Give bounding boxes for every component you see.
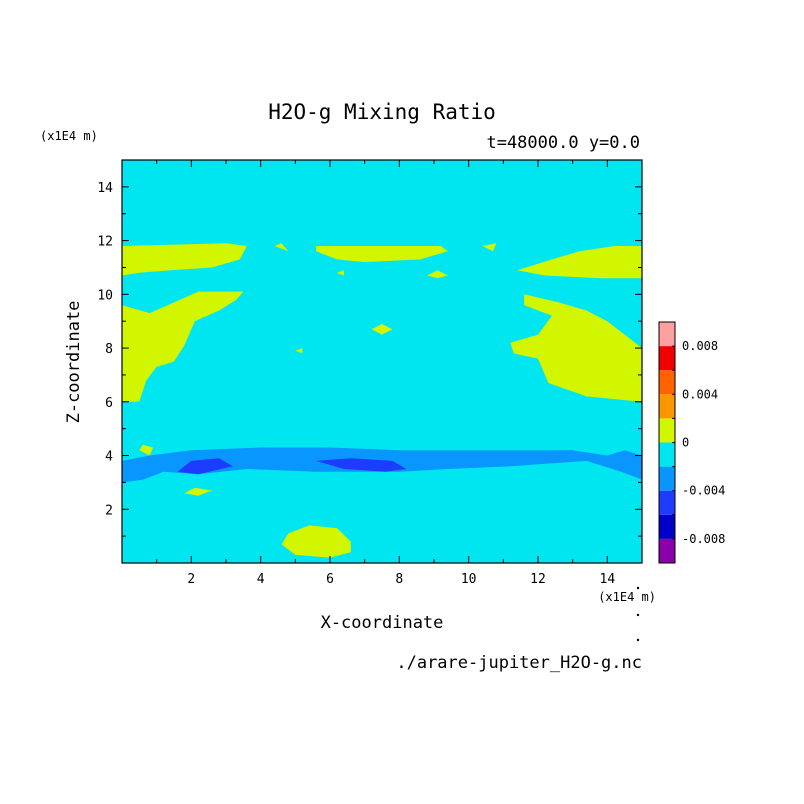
unit-marker-dots — [636, 586, 640, 642]
colorbar-segment — [659, 442, 675, 467]
positive-spot-8 — [336, 270, 344, 276]
colorbar-segment — [659, 466, 675, 491]
y-tick-label: 14 — [97, 181, 113, 196]
positive-region-left — [122, 291, 244, 402]
colorbar-tick-label: -0.004 — [682, 484, 725, 498]
marker-dot — [636, 586, 640, 590]
y-axis-label: Z-coordinate — [64, 301, 84, 424]
colorbar: 0.008 0.004 0 -0.004 -0.008 — [658, 321, 725, 564]
x-tick-label: 2 — [187, 572, 195, 587]
positive-spot-7 — [295, 348, 303, 354]
y-tick-label: 12 — [97, 235, 113, 250]
source-file-label: ./arare-jupiter_H2O-g.nc — [396, 653, 642, 673]
negative-core-center — [316, 458, 407, 472]
colorbar-segment — [659, 346, 675, 371]
colorbar-segment — [659, 538, 675, 563]
colorbar-tick-label: -0.008 — [682, 532, 725, 546]
negative-core-left — [177, 458, 233, 475]
positive-region-right — [510, 294, 642, 402]
positive-spot-3 — [274, 243, 289, 252]
y-tick-label: 10 — [97, 288, 113, 303]
chart-subtitle: t=48000.0 y=0.0 — [486, 133, 640, 153]
y-tick-label: 4 — [105, 450, 113, 465]
x-tick-label: 8 — [395, 572, 403, 587]
colorbar-segment — [659, 370, 675, 395]
positive-spot-1 — [139, 444, 154, 456]
positive-spot-4 — [371, 323, 393, 335]
x-tick-label: 12 — [530, 572, 546, 587]
x-tick-label: 4 — [257, 572, 265, 587]
positive-band-upper-right — [517, 246, 642, 279]
colorbar-segment — [659, 418, 675, 443]
colorbar-tick-label: 0.008 — [682, 339, 718, 353]
x-tick-label: 6 — [326, 572, 334, 587]
positive-spot-2 — [184, 487, 213, 496]
positive-band-upper — [122, 243, 247, 276]
positive-blob-bottom — [281, 525, 351, 558]
x-tick-label: 14 — [600, 572, 616, 587]
colorbar-segment — [659, 514, 675, 539]
y-tick-label: 8 — [105, 342, 113, 357]
plot-area: 2 4 6 8 10 12 14 2 4 6 8 10 12 14 — [97, 159, 643, 587]
x-axis-label: X-coordinate — [321, 613, 444, 633]
y-unit-label: (x1E4 m) — [40, 129, 98, 143]
positive-band-upper-center — [316, 246, 448, 263]
y-tick-label: 6 — [105, 396, 113, 411]
y-tick-label: 2 — [105, 503, 113, 518]
marker-dot — [636, 638, 640, 642]
marker-dot — [636, 613, 640, 617]
colorbar-segment — [659, 322, 675, 347]
x-tick-label: 10 — [461, 572, 477, 587]
colorbar-tick-label: 0 — [682, 436, 689, 450]
positive-spot-6 — [482, 243, 497, 252]
plot-frame — [121, 159, 643, 564]
colorbar-tick-label: 0.004 — [682, 387, 718, 401]
x-unit-label: (x1E4 m) — [598, 590, 656, 604]
colorbar-segment — [659, 394, 675, 419]
chart-title: H2O-g Mixing Ratio — [268, 100, 496, 124]
colorbar-segment — [659, 490, 675, 515]
positive-spot-5 — [427, 270, 448, 279]
